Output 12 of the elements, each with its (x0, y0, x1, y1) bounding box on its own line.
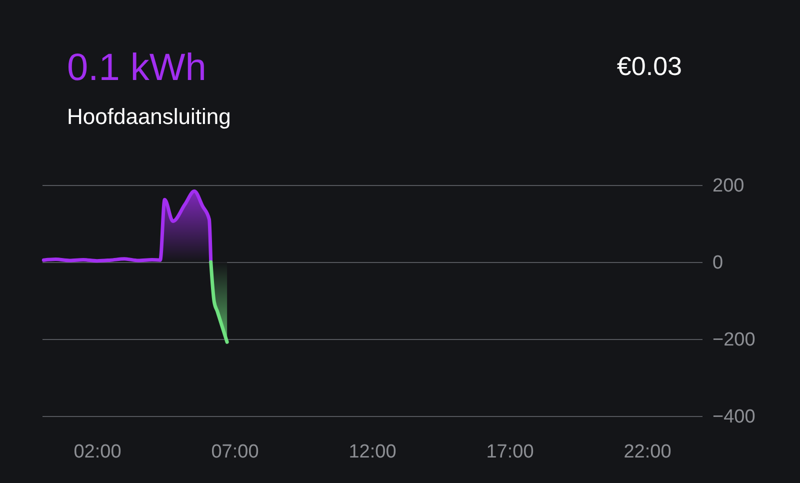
chart-title: 0.1 kWh (67, 47, 206, 89)
text: €0.03 (616, 51, 682, 81)
x-tick-label: 02:00 (74, 442, 122, 462)
x-tick-label: 22:00 (624, 442, 672, 462)
y-tick-label: 0 (712, 252, 724, 274)
y-tick-label: −200 (712, 330, 756, 350)
chart-subtitle: Hoofdaansluiting (67, 104, 231, 129)
x-tick-label: 07:00 (211, 442, 259, 462)
x-tick-label: 17:00 (486, 442, 534, 462)
y-tick-label: 200 (712, 176, 744, 196)
x-tick-label: 12:00 (348, 442, 396, 462)
y-tick-label: −400 (712, 406, 756, 428)
